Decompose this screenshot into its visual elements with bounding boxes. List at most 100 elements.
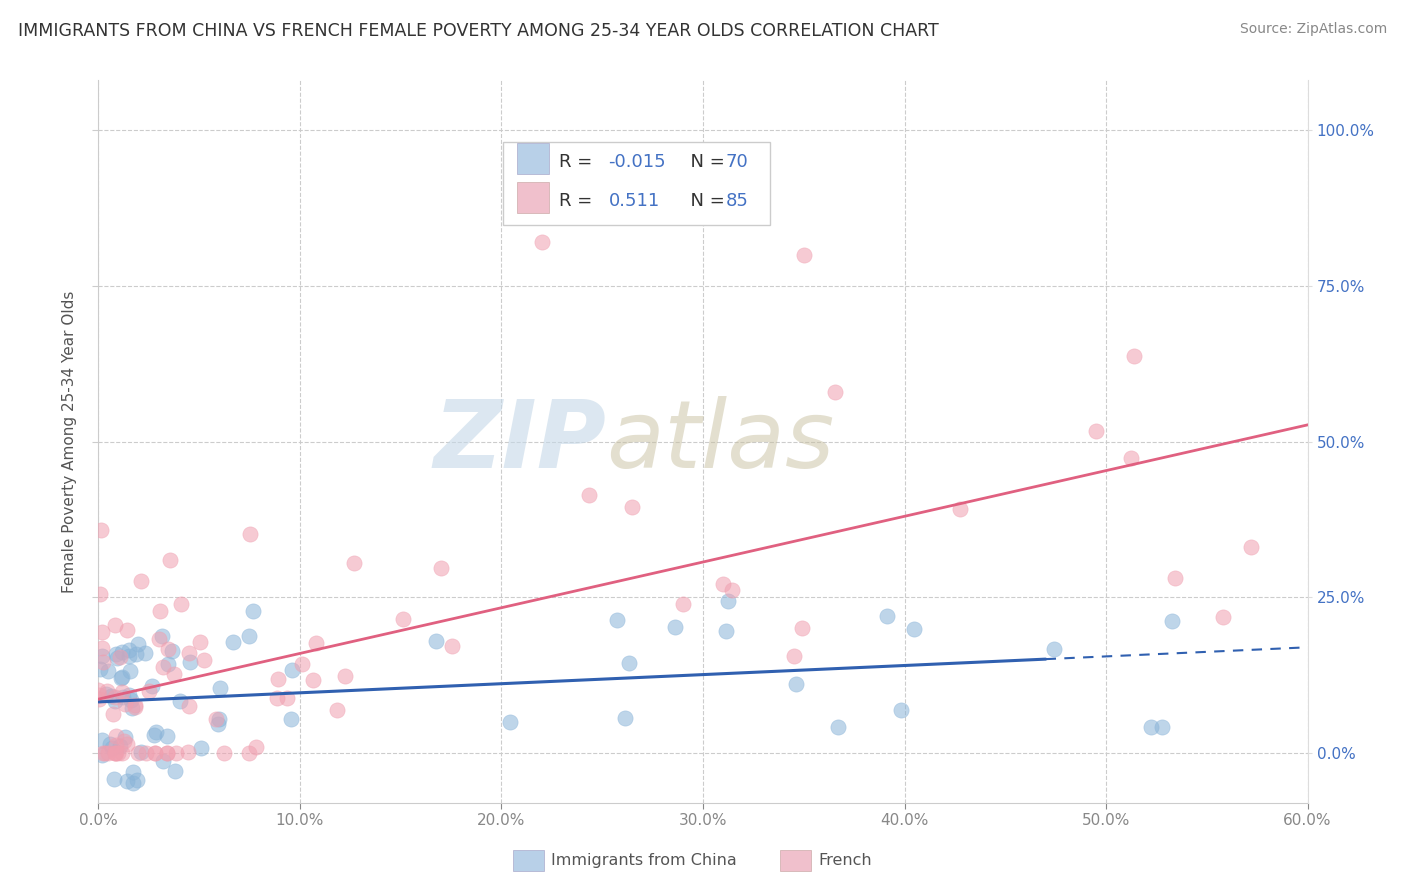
Point — [606, 613, 628, 627]
Point — [165, 746, 187, 760]
Point — [100, 689, 122, 703]
Point — [141, 679, 163, 693]
Point — [122, 764, 145, 779]
Point — [93, 746, 115, 760]
Point — [245, 739, 267, 754]
Point — [107, 746, 129, 760]
Point — [499, 715, 522, 730]
Text: Source: ZipAtlas.com: Source: ZipAtlas.com — [1240, 22, 1388, 37]
Point — [105, 738, 128, 752]
Point — [117, 737, 139, 751]
Point — [169, 694, 191, 708]
Point — [160, 643, 183, 657]
Point — [266, 691, 288, 706]
Point — [170, 597, 193, 611]
Point — [578, 488, 600, 502]
Point — [721, 582, 744, 597]
Point — [280, 712, 302, 726]
Point — [949, 502, 972, 516]
Point — [149, 603, 172, 617]
Point — [121, 701, 143, 715]
Point — [267, 673, 290, 687]
Point — [785, 677, 807, 691]
Point — [118, 648, 141, 663]
Point — [157, 657, 180, 671]
Point — [91, 746, 114, 760]
Point — [714, 624, 737, 639]
Point — [111, 690, 134, 705]
Point — [163, 667, 186, 681]
Point — [145, 725, 167, 739]
Point — [222, 635, 245, 649]
Point — [131, 574, 153, 589]
Point — [117, 774, 139, 789]
Point — [104, 690, 127, 704]
Point — [107, 651, 129, 665]
Point — [827, 720, 849, 734]
Point — [239, 527, 262, 541]
Point — [120, 692, 142, 706]
Point — [134, 646, 156, 660]
Point — [157, 641, 180, 656]
FancyBboxPatch shape — [517, 182, 548, 213]
Point — [111, 746, 134, 760]
Point — [98, 737, 121, 751]
Point — [333, 669, 356, 683]
Point — [613, 711, 636, 725]
Text: 0.511: 0.511 — [609, 192, 659, 210]
Point — [87, 688, 110, 702]
Point — [105, 729, 128, 743]
Point — [111, 645, 134, 659]
Point — [876, 609, 898, 624]
Point — [711, 577, 734, 591]
Point — [425, 634, 447, 648]
Text: N =: N = — [679, 192, 730, 210]
Point — [118, 688, 141, 702]
FancyBboxPatch shape — [780, 850, 811, 871]
Text: atlas: atlas — [606, 396, 835, 487]
Point — [89, 662, 111, 676]
Point — [1140, 720, 1163, 734]
Point — [793, 248, 815, 262]
Text: R =: R = — [560, 192, 605, 210]
Point — [103, 772, 125, 786]
Point — [104, 746, 127, 760]
Point — [87, 692, 110, 706]
Point — [1119, 451, 1142, 466]
Point — [1085, 424, 1108, 438]
Point — [115, 623, 138, 637]
Text: ZIP: ZIP — [433, 395, 606, 488]
Point — [1150, 720, 1173, 734]
Point — [155, 730, 177, 744]
Point — [91, 655, 114, 669]
Point — [302, 673, 325, 687]
Point — [104, 617, 127, 632]
Text: R =: R = — [560, 153, 599, 170]
Text: IMMIGRANTS FROM CHINA VS FRENCH FEMALE POVERTY AMONG 25-34 YEAR OLDS CORRELATION: IMMIGRANTS FROM CHINA VS FRENCH FEMALE P… — [18, 22, 939, 40]
Point — [114, 697, 136, 711]
Point — [91, 624, 114, 639]
Point — [664, 620, 686, 634]
Point — [1212, 610, 1234, 624]
Point — [621, 500, 644, 515]
Point — [1163, 571, 1185, 585]
Point — [110, 671, 132, 685]
Point — [276, 691, 298, 706]
Point — [100, 740, 122, 755]
Point — [281, 663, 304, 677]
Point — [1122, 349, 1144, 363]
Point — [159, 553, 181, 567]
Point — [104, 746, 127, 760]
Point — [208, 681, 231, 695]
Text: French: French — [818, 854, 872, 868]
Point — [190, 740, 212, 755]
Text: -0.015: -0.015 — [609, 153, 666, 170]
Point — [343, 557, 366, 571]
Point — [326, 703, 349, 717]
Point — [103, 706, 125, 721]
Point — [430, 561, 453, 575]
Point — [890, 703, 912, 717]
Point — [118, 642, 141, 657]
Point — [291, 657, 314, 672]
Point — [87, 683, 110, 698]
